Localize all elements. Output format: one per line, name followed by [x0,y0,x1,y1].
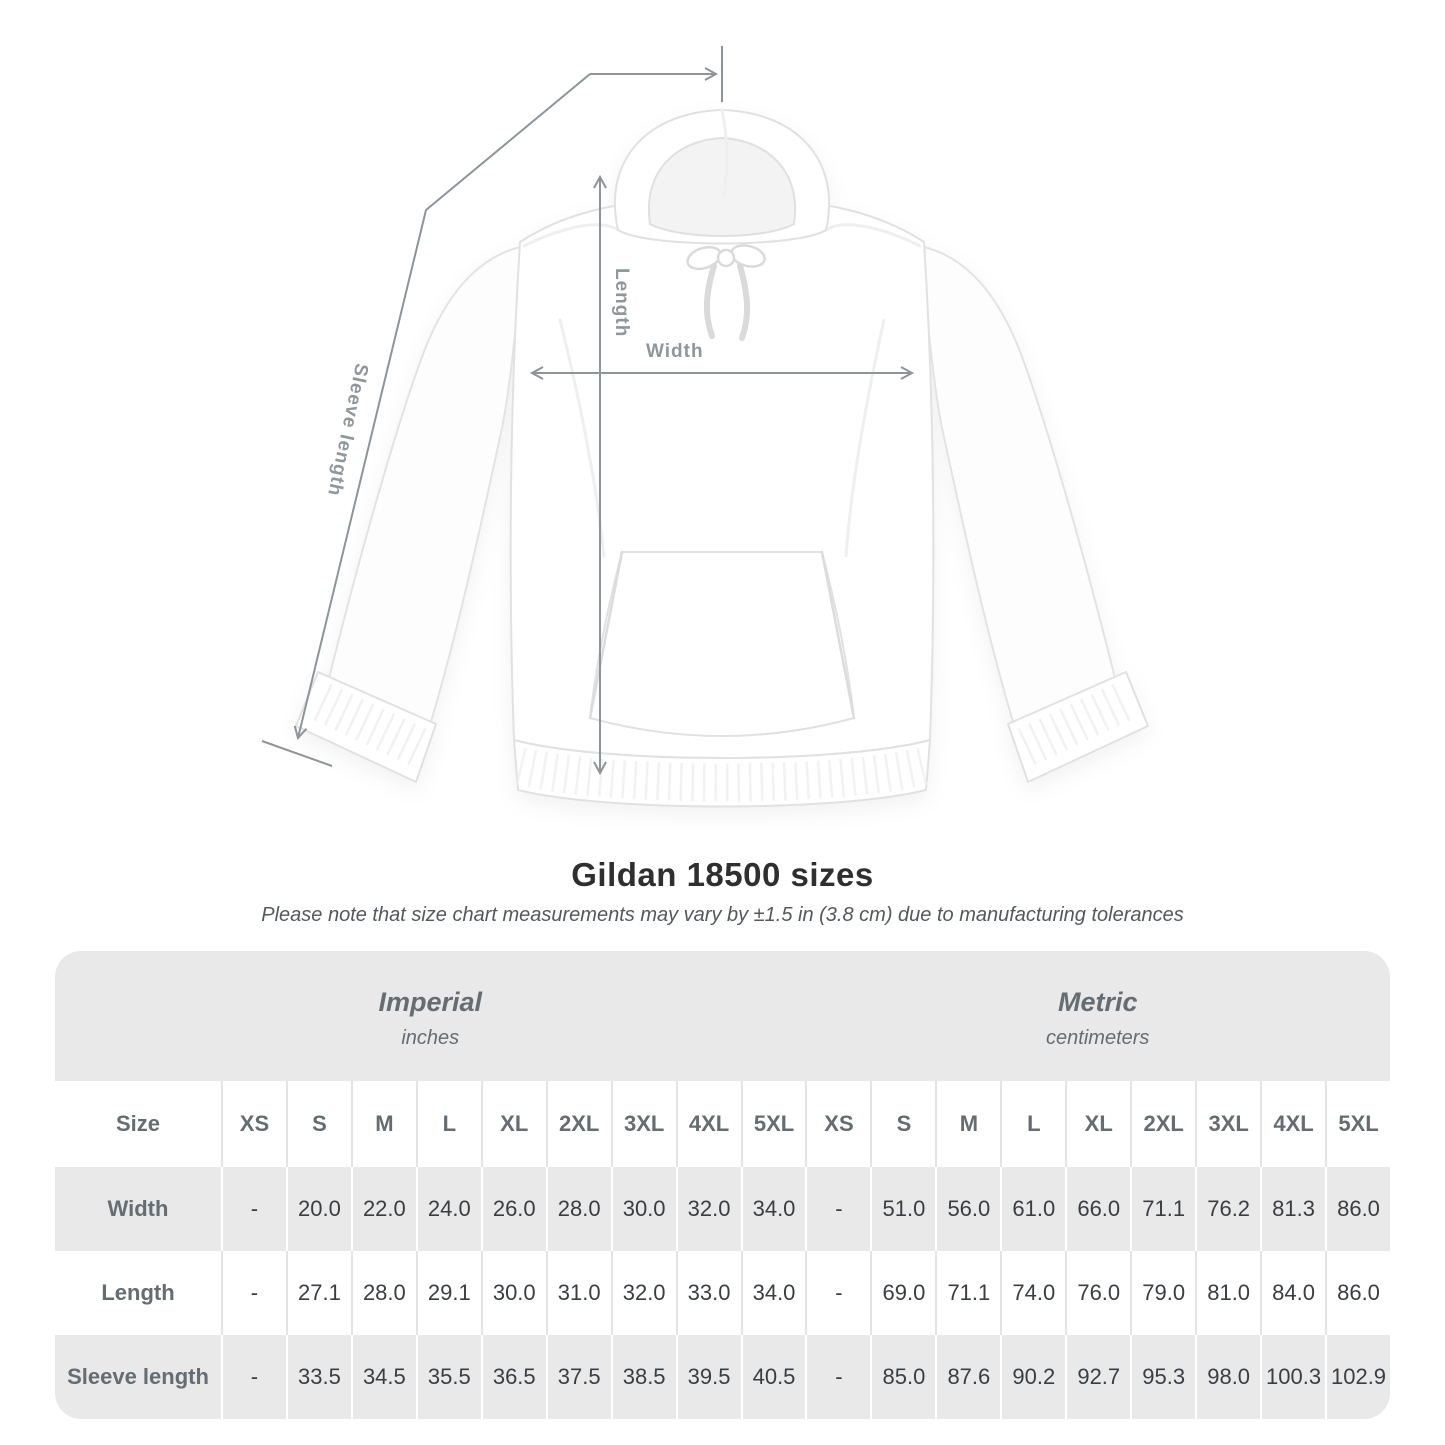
size-header-cell: 2XL [1130,1081,1195,1167]
sleeve-length-arrow [261,46,723,767]
measurement-value-cell: 24.0 [415,1167,481,1251]
measurement-value-cell: 36.5 [480,1335,546,1419]
measurement-value-cell: 26.0 [480,1167,546,1251]
measurement-value-cell: 76.0 [1065,1251,1130,1335]
measurement-value-cell: 98.0 [1195,1335,1261,1419]
size-header-cell: 3XL [1195,1081,1260,1167]
row-label-cell: Width [55,1167,221,1251]
measurement-value-cell: 30.0 [610,1167,676,1251]
measurement-value-cell: 90.2 [1000,1335,1066,1419]
measurement-value-cell: 34.0 [740,1251,806,1335]
measurement-value-cell: 85.0 [870,1335,936,1419]
measurement-value-cell: 76.2 [1195,1167,1261,1251]
length-measurement-label: Length [611,268,632,338]
measurement-value-cell: - [805,1335,871,1419]
tolerance-note: Please note that size chart measurements… [261,904,1184,926]
size-header-cell: S [285,1081,351,1167]
measurement-value-cell: 102.9 [1325,1335,1390,1419]
page-title: Gildan 18500 sizes [571,856,874,893]
size-header-cell: 4XL [1260,1081,1325,1167]
measurement-value-cell: 33.0 [675,1251,741,1335]
measurement-value-cell: 95.3 [1130,1335,1196,1419]
measurement-value-cell: 32.0 [610,1251,676,1335]
size-column-header: Size [115,1111,161,1136]
measurement-value-cell: 33.5 [285,1335,351,1419]
measurement-value-cell: 81.0 [1195,1251,1260,1335]
measurement-value-cell: 39.5 [675,1335,741,1419]
measurement-value-cell: 38.5 [610,1335,676,1419]
size-header-cell: XL [480,1081,546,1167]
measurement-value-cell: 71.1 [1130,1167,1196,1251]
size-header-cell: M [935,1081,1000,1167]
measurement-value-cell: 87.6 [935,1335,1001,1419]
measurement-value-cell: 34.0 [740,1167,806,1251]
size-header-cell: L [1000,1081,1065,1167]
measurement-value-cell: 79.0 [1130,1251,1195,1335]
measurement-value-cell: 20.0 [285,1167,351,1251]
measurement-value-cell: - [805,1251,870,1335]
measurement-value-cell: 32.0 [675,1167,741,1251]
size-header-cell: 4XL [675,1081,741,1167]
size-header-cell: 5XL [1325,1081,1390,1167]
measurement-value-cell: 71.1 [935,1251,1000,1335]
measurement-value-cell: 66.0 [1065,1167,1131,1251]
size-header-cell: XS [221,1081,286,1167]
unit-group-label: Metric [1057,986,1138,1017]
measurement-value-cell: 92.7 [1065,1335,1131,1419]
measurement-value-cell: - [805,1167,871,1251]
row-label-cell: Length [101,1280,175,1305]
measurement-value-cell: 28.0 [545,1167,611,1251]
measurement-value-cell: 86.0 [1325,1167,1390,1251]
unit-group-sublabel: centimeters [1046,1026,1150,1049]
size-header-cell: S [870,1081,935,1167]
unit-group-sublabel: inches [401,1026,460,1049]
measurement-value-cell: 56.0 [935,1167,1001,1251]
measurement-value-cell: 27.1 [285,1251,351,1335]
size-header-cell: 3XL [610,1081,676,1167]
measurement-value-cell: 30.0 [480,1251,546,1335]
measurement-value-cell: 74.0 [1000,1251,1065,1335]
measurement-value-cell: 40.5 [740,1335,806,1419]
measurement-value-cell: - [221,1167,286,1251]
unit-group-header: Imperial inches [55,951,806,1081]
measurement-value-cell: - [221,1251,286,1335]
size-header-cell: XL [1065,1081,1130,1167]
measurement-value-cell: 100.3 [1260,1335,1326,1419]
size-header-cell: M [350,1081,416,1167]
size-header-cell: L [415,1081,481,1167]
measurement-value-cell: 81.3 [1260,1167,1326,1251]
unit-group-header: Metric centimeters [805,951,1390,1081]
measurement-value-cell: 29.1 [415,1251,481,1335]
hoodie-graphic [295,108,1149,808]
hoodie-measurement-diagram: Length Width Sleeve length [261,46,1149,808]
row-label-cell: Sleeve length [55,1335,221,1419]
size-header-cell: 2XL [545,1081,611,1167]
width-measurement-label: Width [646,341,704,362]
measurement-value-cell: 84.0 [1260,1251,1325,1335]
hoodie-illustration [261,46,1149,808]
measurement-value-cell: 61.0 [1000,1167,1066,1251]
size-header-cell: XS [805,1081,870,1167]
measurement-value-cell: - [221,1335,286,1419]
measurement-value-cell: 86.0 [1325,1251,1390,1335]
size-chart-table: Imperial inches Metric centimeters Size XS S M L… [55,951,1390,1419]
measurement-value-cell: 22.0 [350,1167,416,1251]
measurement-value-cell: 31.0 [545,1251,611,1335]
measurement-value-cell: 51.0 [870,1167,936,1251]
measurement-value-cell: 35.5 [415,1335,481,1419]
measurement-value-cell: 28.0 [350,1251,416,1335]
measurement-value-cell: 37.5 [545,1335,611,1419]
unit-group-label: Imperial [378,986,483,1017]
size-header-cell: 5XL [740,1081,806,1167]
measurement-value-cell: 34.5 [350,1335,416,1419]
measurement-arrows [261,46,915,776]
measurement-value-cell: 69.0 [870,1251,935,1335]
